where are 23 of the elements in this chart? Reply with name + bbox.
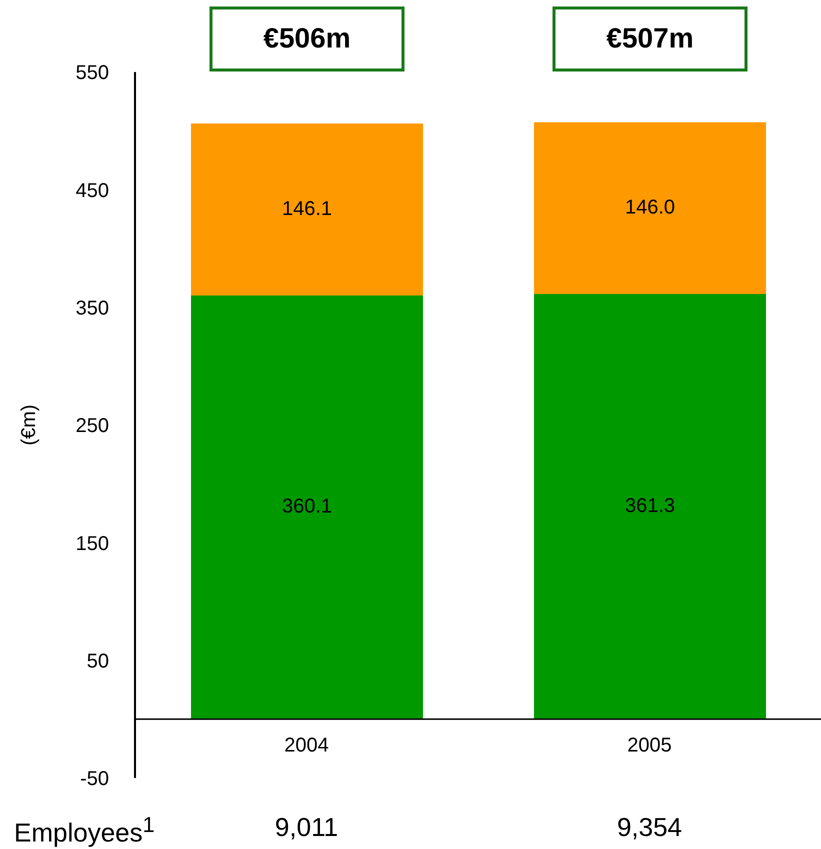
- y-tick-label: 550: [76, 62, 109, 84]
- bar: [191, 295, 423, 720]
- bar: [534, 294, 766, 720]
- y-tick-label: 50: [86, 650, 109, 672]
- data-label: 360.1: [282, 496, 332, 518]
- data-label: 146.0: [624, 196, 676, 218]
- y-tick-label: 350: [76, 297, 109, 320]
- y-tick-label: -50: [80, 768, 109, 790]
- data-label: 361.3: [624, 494, 676, 517]
- text: Employees$^{1}$: [14, 812, 155, 849]
- text: 9,354: [616, 812, 684, 843]
- bar: [534, 122, 766, 294]
- y-tick-label: 450: [76, 180, 109, 202]
- bar: [191, 124, 423, 296]
- total-label: €507m: [606, 22, 694, 54]
- x-tick-label: 2004: [284, 734, 329, 756]
- data-label: 146.1: [282, 198, 332, 220]
- y-tick-label: 250: [76, 415, 109, 438]
- y-tick-label: 150: [76, 532, 109, 555]
- total-label: €506m: [263, 22, 351, 54]
- x-tick-label: 2005: [627, 734, 672, 756]
- y-axis-title: (€m): [18, 404, 40, 446]
- text: 9,011: [274, 812, 340, 843]
